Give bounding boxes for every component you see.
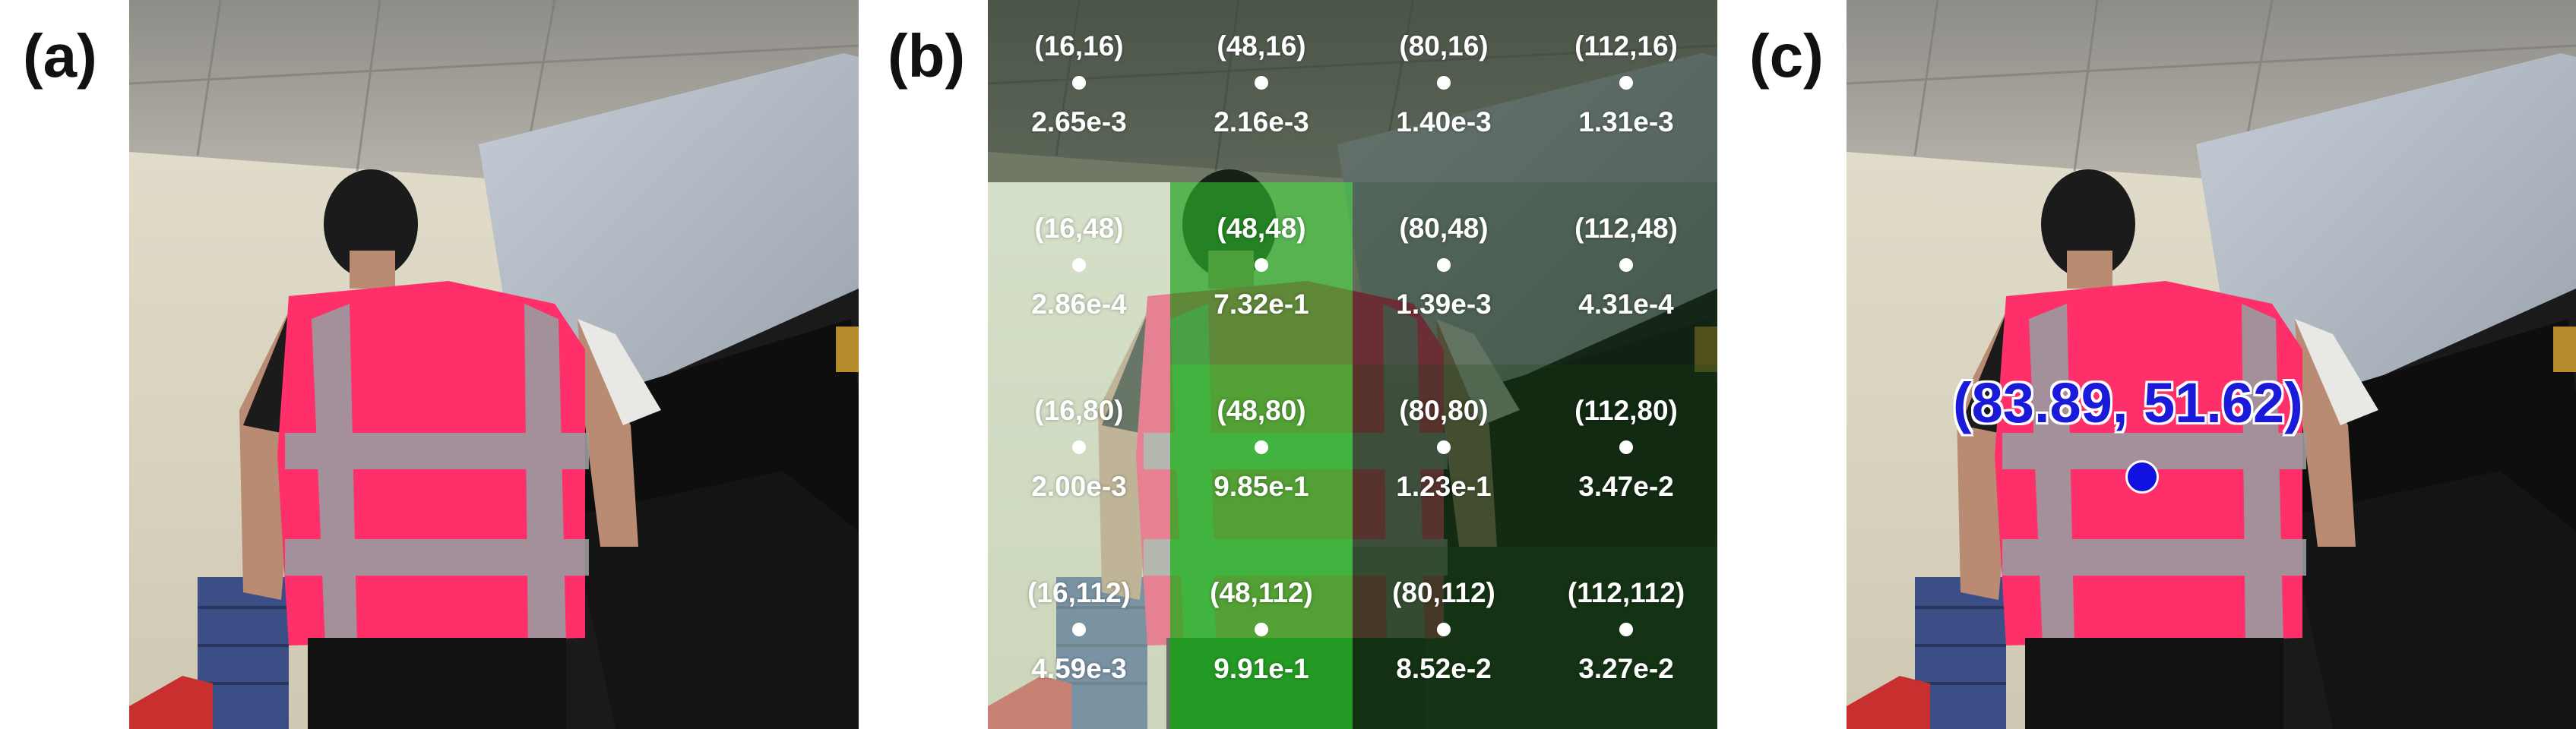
cell-coordinate: (48,112)	[1210, 577, 1313, 608]
cell-center-dot	[1255, 440, 1268, 454]
cell-probability: 3.27e-2	[1578, 653, 1674, 684]
prediction-dot	[2125, 460, 2159, 494]
cell-probability: 1.39e-3	[1396, 289, 1492, 320]
cell-coordinate: (48,80)	[1217, 395, 1306, 426]
cell-coordinate: (16,16)	[1034, 30, 1124, 62]
panel-label-b: (b)	[888, 22, 966, 90]
panel-label-c: (c)	[1749, 22, 1824, 90]
cell-center-dot	[1619, 258, 1633, 272]
grid-cell: (48,16) 2.16e-3	[1170, 0, 1353, 182]
cell-probability: 8.52e-2	[1396, 653, 1492, 684]
cell-center-dot	[1437, 440, 1451, 454]
panel-label-a: (a)	[23, 22, 97, 90]
grid-cell: (48,48) 7.32e-1	[1170, 182, 1353, 364]
cell-coordinate: (48,48)	[1217, 213, 1306, 244]
cell-center-dot	[1072, 440, 1086, 454]
probability-grid: (16,16) 2.65e-3 (48,16) 2.16e-3 (80,16) 1.40e…	[988, 0, 1717, 729]
photo-grid-probabilities: (16,16) 2.65e-3 (48,16) 2.16e-3 (80,16) 1.40e…	[988, 0, 1717, 729]
cell-probability: 4.31e-4	[1578, 289, 1674, 320]
cell-center-dot	[1255, 623, 1268, 636]
cell-center-dot	[1072, 623, 1086, 636]
cell-coordinate: (112,112)	[1567, 577, 1685, 608]
cell-probability: 3.47e-2	[1578, 471, 1674, 502]
grid-cell: (48,80) 9.85e-1	[1170, 364, 1353, 547]
cell-center-dot	[1437, 76, 1451, 90]
cell-probability: 2.16e-3	[1214, 106, 1309, 137]
photo-original	[129, 0, 859, 729]
cell-probability: 9.91e-1	[1214, 653, 1309, 684]
cell-probability: 4.59e-3	[1031, 653, 1127, 684]
cell-coordinate: (80,16)	[1399, 30, 1489, 62]
grid-cell: (112,48) 4.31e-4	[1535, 182, 1717, 364]
grid-cell: (112,80) 3.47e-2	[1535, 364, 1717, 547]
cell-probability: 1.40e-3	[1396, 106, 1492, 137]
cell-coordinate: (80,48)	[1399, 213, 1489, 244]
grid-cell: (80,80) 1.23e-1	[1353, 364, 1535, 547]
cell-center-dot	[1072, 258, 1086, 272]
cell-center-dot	[1255, 76, 1268, 90]
photo-prediction: (83.89, 51.62)	[1847, 0, 2576, 729]
cell-coordinate: (112,80)	[1574, 395, 1678, 426]
grid-cell: (80,16) 1.40e-3	[1353, 0, 1535, 182]
grid-cell: (16,48) 2.86e-4	[988, 182, 1170, 364]
cell-center-dot	[1072, 76, 1086, 90]
cell-probability: 7.32e-1	[1214, 289, 1309, 320]
cell-coordinate: (16,112)	[1027, 577, 1131, 608]
cell-center-dot	[1255, 258, 1268, 272]
cell-coordinate: (112,16)	[1574, 30, 1678, 62]
cell-center-dot	[1619, 440, 1633, 454]
grid-cell: (16,16) 2.65e-3	[988, 0, 1170, 182]
cell-probability: 2.00e-3	[1031, 471, 1127, 502]
cell-coordinate: (16,48)	[1034, 213, 1124, 244]
grid-cell: (112,16) 1.31e-3	[1535, 0, 1717, 182]
cell-center-dot	[1619, 623, 1633, 636]
cell-probability: 2.86e-4	[1031, 289, 1127, 320]
cell-center-dot	[1437, 258, 1451, 272]
grid-cell: (16,80) 2.00e-3	[988, 364, 1170, 547]
cell-center-dot	[1619, 76, 1633, 90]
grid-cell: (112,112) 3.27e-2	[1535, 547, 1717, 729]
cell-probability: 9.85e-1	[1214, 471, 1309, 502]
cell-center-dot	[1437, 623, 1451, 636]
scene-image-c	[1847, 0, 2576, 729]
cell-probability: 1.31e-3	[1578, 106, 1674, 137]
cell-coordinate: (16,80)	[1034, 395, 1124, 426]
cell-coordinate: (48,16)	[1217, 30, 1306, 62]
cell-coordinate: (80,80)	[1399, 395, 1489, 426]
cell-probability: 1.23e-1	[1396, 471, 1492, 502]
grid-cell: (80,112) 8.52e-2	[1353, 547, 1535, 729]
scene-image-a	[129, 0, 859, 729]
grid-cell: (16,112) 4.59e-3	[988, 547, 1170, 729]
cell-coordinate: (80,112)	[1392, 577, 1495, 608]
cell-probability: 2.65e-3	[1031, 106, 1127, 137]
cell-coordinate: (112,48)	[1574, 213, 1678, 244]
grid-cell: (48,112) 9.91e-1	[1170, 547, 1353, 729]
prediction-label: (83.89, 51.62)	[1953, 371, 2303, 434]
grid-cell: (80,48) 1.39e-3	[1353, 182, 1535, 364]
